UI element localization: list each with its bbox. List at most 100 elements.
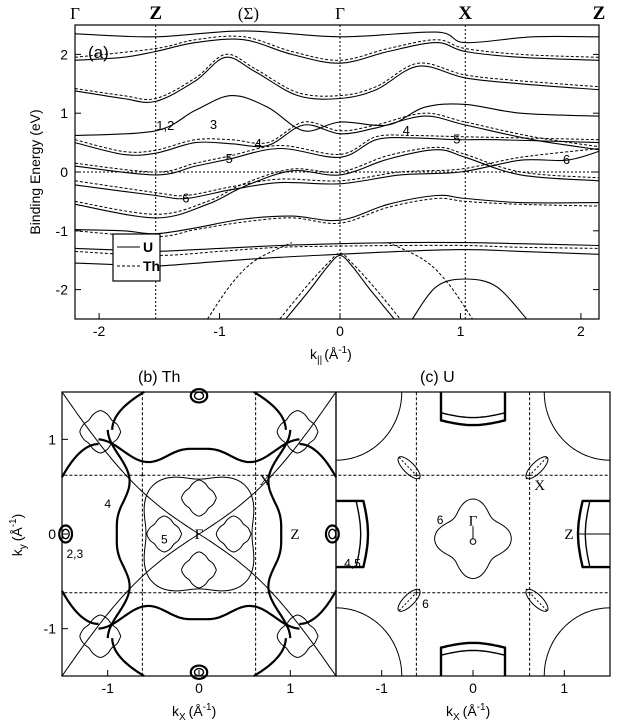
legend-label-u: U <box>143 239 153 255</box>
x-tick-label: 0 <box>336 323 344 339</box>
th-band-line <box>387 242 473 320</box>
fermi-pocket <box>146 515 183 553</box>
fermi-sheet-thick <box>267 429 292 639</box>
u-band-line <box>285 254 395 320</box>
th-band-line <box>74 112 600 153</box>
fermi-ring-inner <box>193 391 205 401</box>
fermi-sheet-thick-hook <box>253 638 287 677</box>
point-label: 2,3 <box>66 547 83 561</box>
point-label: Γ <box>195 527 204 543</box>
corner-arc <box>543 607 611 677</box>
x-tick-label: 0 <box>469 680 477 696</box>
fermi-ring-inner <box>328 528 337 540</box>
fermi-sheet-thick-hook <box>299 443 337 478</box>
point-label: 4 <box>104 497 111 511</box>
u-band-line <box>411 278 528 320</box>
x-label-b-sup: -1 <box>203 702 212 713</box>
z-pocket <box>440 649 506 676</box>
fermi-sheet-thin <box>61 391 337 677</box>
legend-label-th: Th <box>143 258 160 274</box>
fermi-contours-u <box>335 391 611 677</box>
y-label-b-sup: -1 <box>8 518 19 527</box>
symmetry-point-label: Γ <box>70 4 80 23</box>
y-tick-label: 0 <box>60 164 68 180</box>
panel-label-a: (a) <box>88 43 109 62</box>
x-pocket-axis <box>525 588 549 612</box>
x-label-a-close: ) <box>347 346 352 362</box>
u-band-line <box>74 150 600 200</box>
x-label-a-sup: -1 <box>338 345 347 356</box>
fermi-ring <box>189 664 209 680</box>
axis-ticks-a: -2 -1 0 1 2 -2 -1 0 1 2 <box>56 46 599 339</box>
z-pocket <box>336 499 370 569</box>
u-band-line <box>74 194 600 235</box>
y-label-b-sub: y <box>18 544 29 549</box>
z-pocket <box>336 500 362 568</box>
th-band-line <box>74 35 600 61</box>
th-band-line <box>74 146 600 215</box>
x-label-b-sub: X <box>179 712 186 723</box>
x-label-a-unit: (Å <box>324 346 339 362</box>
x-tick-label: 1 <box>457 323 465 339</box>
x-axis-label-c: kX (Å-1) <box>446 702 490 723</box>
x-tick-label: -1 <box>101 680 114 696</box>
y-label-b-unit: (Å <box>9 527 25 542</box>
point-label: 4,5 <box>344 556 361 570</box>
x-tick-label: 0 <box>195 680 203 696</box>
u-band-line <box>74 137 600 176</box>
symmetry-point-label: X <box>458 3 472 24</box>
gamma-pocket <box>434 498 512 579</box>
fermi-ring <box>324 524 340 544</box>
bz-boundary <box>141 474 257 594</box>
point-label: 6 <box>422 597 429 611</box>
band-index-label: 4 <box>403 123 410 138</box>
symmetry-point-labels: Γ Z (Σ) Γ X Z <box>70 3 605 24</box>
x-label-c-sup: -1 <box>477 702 486 713</box>
th-band-line <box>74 244 600 257</box>
fermi-sheet-thick <box>98 438 300 464</box>
x-label-b-k: k <box>172 703 180 719</box>
legend: U Th <box>112 233 161 282</box>
fermi-pocket <box>181 551 217 589</box>
brillouin-zone-b <box>62 392 336 676</box>
point-label: Z <box>564 527 573 543</box>
fermi-ring <box>189 388 209 404</box>
corner-arc <box>335 607 403 677</box>
symmetry-point-label: Γ <box>335 4 345 23</box>
panel-title-b: (b) Th <box>138 369 180 386</box>
point-labels-b: Γ X Z 4 5 2,3 <box>66 473 299 561</box>
y-tick-label: 1 <box>60 105 68 121</box>
corner-arc <box>543 391 611 461</box>
x-label-b-close: ) <box>212 703 217 719</box>
panel-title-c: (c) U <box>420 369 455 386</box>
th-band-line <box>74 148 600 197</box>
x-label-c-k: k <box>446 703 454 719</box>
band-index-label: 3 <box>210 117 217 132</box>
band-index-label: 6 <box>182 190 189 205</box>
point-label: Γ <box>469 514 478 530</box>
fermi-sheet-thick-hook <box>111 391 145 430</box>
band-index-label: 4 <box>254 136 261 151</box>
y-tick-label: -1 <box>56 223 69 239</box>
x-tick-label: -1 <box>375 680 388 696</box>
band-index-label: 1,2 <box>156 118 174 133</box>
fermi-sheet-thick-hook <box>111 638 145 677</box>
th-bands <box>74 35 600 320</box>
fermi-sheet-thick-hook <box>253 391 287 430</box>
x-pocket-axis <box>397 456 421 480</box>
point-label: 5 <box>161 533 168 547</box>
x-tick-label: -1 <box>213 323 226 339</box>
band-index-label: 6 <box>563 152 570 167</box>
fermi-pocket <box>181 479 217 517</box>
bz-boundary <box>415 474 531 594</box>
u-band-line <box>74 56 600 104</box>
u-band-line <box>74 38 600 64</box>
th-band-line <box>74 197 600 238</box>
corner-arc <box>335 391 403 461</box>
u-band-line <box>74 95 600 137</box>
x-label-a-k: k <box>310 346 318 362</box>
x-tick-label: 2 <box>577 323 585 339</box>
gamma-point-marker <box>469 538 477 545</box>
